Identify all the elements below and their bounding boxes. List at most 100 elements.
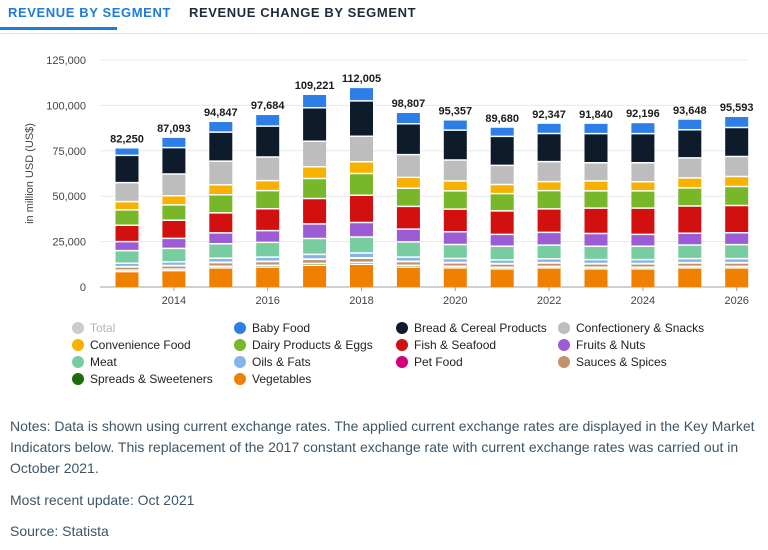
legend-item-dairy[interactable]: Dairy Products & Eggs bbox=[234, 338, 373, 352]
bar-segment-spreads bbox=[162, 269, 186, 271]
bar-segment-dairy bbox=[443, 190, 467, 210]
legend-label: Confectionery & Snacks bbox=[576, 321, 705, 335]
bar-segment-convenience bbox=[725, 176, 749, 187]
legend-item-baby_food[interactable]: Baby Food bbox=[234, 321, 310, 335]
bar-segment-fruits bbox=[350, 222, 373, 238]
bar-segment-vegetables bbox=[162, 270, 186, 287]
bar-segment-dairy bbox=[162, 204, 186, 221]
bar-segment-bread bbox=[303, 107, 327, 142]
bar-segment-confectionery bbox=[443, 160, 467, 181]
total-label: 92,196 bbox=[626, 108, 660, 120]
bar-segment-sauces bbox=[303, 259, 327, 264]
bar-segment-bread bbox=[256, 126, 280, 158]
bar-segment-dairy bbox=[350, 173, 373, 196]
bar-segment-oils bbox=[584, 259, 608, 264]
legend-item-meat[interactable]: Meat bbox=[72, 355, 117, 369]
bar-segment-meat bbox=[584, 246, 608, 260]
bar-segment-bread bbox=[631, 133, 655, 163]
bar-segment-sauces bbox=[209, 262, 233, 267]
bar-segment-meat bbox=[396, 241, 420, 258]
bar-segment-confectionery bbox=[209, 161, 233, 185]
bar-segment-oils bbox=[725, 258, 749, 263]
bar-segment-spreads bbox=[678, 266, 702, 268]
bar-segment-confectionery bbox=[678, 157, 702, 178]
last-update-text: Most recent update: Oct 2021 bbox=[10, 492, 195, 508]
bar-segment-convenience bbox=[443, 180, 467, 191]
bar-segment-baby_food bbox=[490, 127, 514, 137]
bar-segment-fruits bbox=[396, 229, 420, 242]
bar-segment-fruits bbox=[631, 234, 655, 247]
bar-segment-sauces bbox=[350, 258, 373, 263]
bar-segment-confectionery bbox=[350, 136, 373, 162]
legend-dot-icon bbox=[396, 339, 408, 351]
legend-item-bread[interactable]: Bread & Cereal Products bbox=[396, 321, 547, 335]
total-label: 91,840 bbox=[579, 109, 613, 121]
total-label: 98,807 bbox=[392, 98, 426, 110]
tab-revenue-change-by-segment[interactable]: REVENUE CHANGE BY SEGMENT bbox=[189, 5, 417, 20]
tab-divider bbox=[0, 33, 768, 34]
bar-segment-fish bbox=[209, 212, 233, 233]
bar-segment-dairy bbox=[490, 193, 514, 211]
bar-segment-bread bbox=[678, 129, 702, 158]
tab-bar: REVENUE BY SEGMENT REVENUE CHANGE BY SEG… bbox=[0, 0, 768, 34]
bar-segment-bread bbox=[396, 123, 420, 155]
bar-segment-confectionery bbox=[396, 154, 420, 178]
legend-item-spreads[interactable]: Spreads & Sweeteners bbox=[72, 372, 213, 386]
bar-segment-sauces bbox=[725, 262, 749, 267]
bar-segment-fish bbox=[396, 206, 420, 230]
legend-dot-icon bbox=[234, 356, 246, 368]
bar-segment-fish bbox=[303, 198, 327, 224]
legend-item-total[interactable]: Total bbox=[72, 321, 115, 335]
bar-segment-fish bbox=[115, 225, 139, 242]
bar-segment-dairy bbox=[584, 190, 608, 209]
bar-segment-confectionery bbox=[490, 165, 514, 185]
bar-segment-fruits bbox=[678, 233, 702, 246]
legend-dot-icon bbox=[72, 356, 84, 368]
legend-item-sauces[interactable]: Sauces & Spices bbox=[558, 355, 667, 369]
bar-segment-dairy bbox=[115, 209, 139, 226]
legend-label: Fruits & Nuts bbox=[576, 338, 646, 352]
bar-segment-oils bbox=[396, 257, 420, 262]
bar-segment-dairy bbox=[209, 194, 233, 213]
legend-item-fruits[interactable]: Fruits & Nuts bbox=[558, 338, 645, 352]
bar-segment-baby_food bbox=[350, 88, 373, 101]
legend-label: Pet Food bbox=[414, 355, 463, 369]
bar-segment-baby_food bbox=[631, 123, 655, 134]
legend-item-fish[interactable]: Fish & Seafood bbox=[396, 338, 496, 352]
x-tick-label: 2026 bbox=[724, 295, 748, 307]
legend-item-oils[interactable]: Oils & Fats bbox=[234, 355, 311, 369]
bar-segment-convenience bbox=[490, 184, 514, 194]
bar-segment-spreads bbox=[631, 267, 655, 269]
legend-label: Fish & Seafood bbox=[414, 338, 497, 352]
bar-segment-confectionery bbox=[631, 162, 655, 182]
bar-segment-spreads bbox=[490, 267, 514, 269]
legend-label: Meat bbox=[90, 355, 117, 369]
bar-segment-fish bbox=[490, 210, 514, 235]
tab-revenue-by-segment[interactable]: REVENUE BY SEGMENT bbox=[8, 5, 171, 20]
bar-segment-meat bbox=[303, 238, 327, 255]
legend-label: Convenience Food bbox=[90, 338, 191, 352]
bar-segment-dairy bbox=[678, 187, 702, 207]
legend-item-convenience[interactable]: Convenience Food bbox=[72, 338, 191, 352]
bar-segment-fish bbox=[725, 205, 749, 233]
bar-segment-oils bbox=[115, 263, 139, 267]
legend-label: Dairy Products & Eggs bbox=[252, 338, 373, 352]
bar-segment-sauces bbox=[631, 263, 655, 268]
legend-item-pet[interactable]: Pet Food bbox=[396, 355, 463, 369]
bar-segment-bread bbox=[490, 136, 514, 166]
x-tick-label: 2020 bbox=[443, 295, 467, 307]
legend-item-vegetables[interactable]: Vegetables bbox=[234, 372, 311, 386]
bar-segment-meat bbox=[537, 245, 561, 259]
bar-segment-vegetables bbox=[115, 271, 139, 287]
bar-segment-baby_food bbox=[537, 123, 561, 134]
x-tick-label: 2016 bbox=[255, 295, 279, 307]
legend-item-confectionery[interactable]: Confectionery & Snacks bbox=[558, 321, 704, 335]
bar-segment-oils bbox=[256, 257, 280, 262]
bar-segment-convenience bbox=[303, 166, 327, 179]
bar-segment-meat bbox=[256, 242, 280, 258]
bar-segment-dairy bbox=[256, 190, 280, 209]
bar-segment-fruits bbox=[443, 231, 467, 245]
bar-segment-spreads bbox=[396, 265, 420, 268]
legend-label: Vegetables bbox=[252, 372, 312, 386]
bar-segment-meat bbox=[209, 243, 233, 259]
